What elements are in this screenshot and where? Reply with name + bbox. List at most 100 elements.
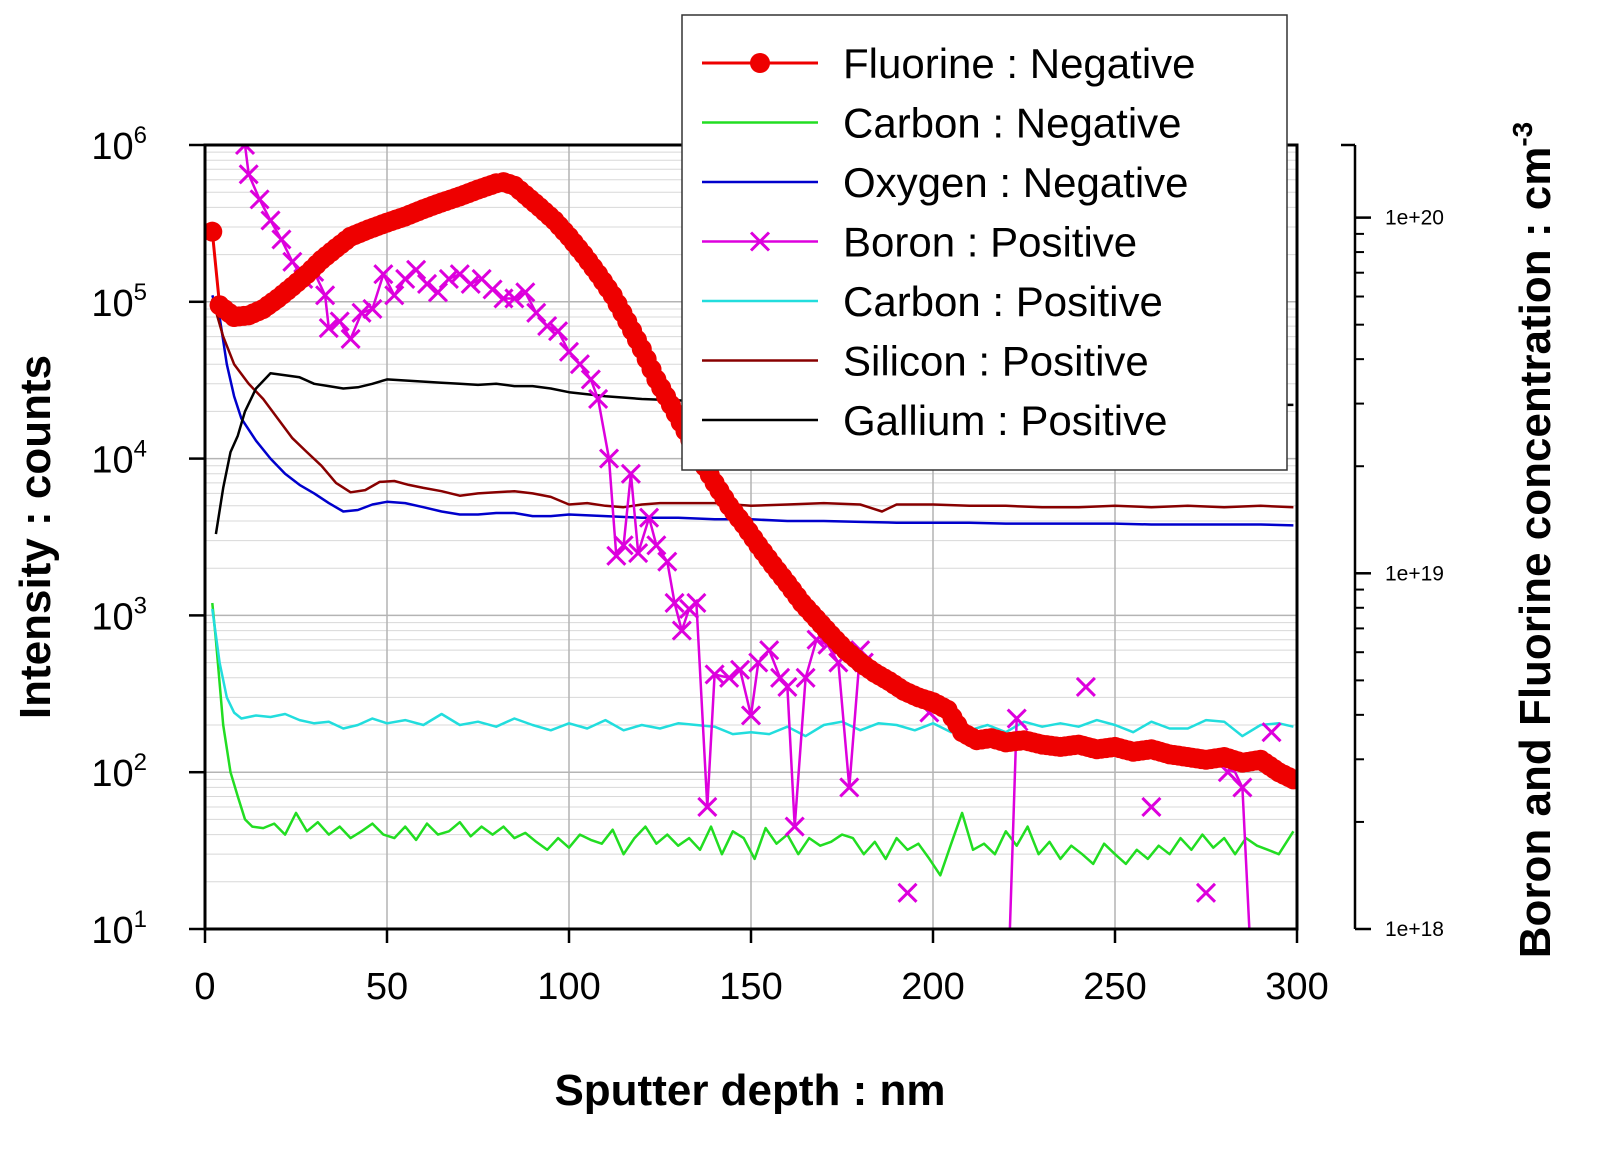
series-point-boron-positive [318,318,339,339]
series-point-boron-positive [795,667,816,688]
series-point-boron-positive [839,777,860,798]
series-point-boron-positive [526,302,547,323]
series-point-boron-positive [427,282,449,303]
series-line-oxygen-negative [211,294,1294,527]
series-point-boron-positive [657,551,678,572]
series-point-fluorine-negative [641,359,662,380]
series-point-boron-positive [646,535,667,556]
series-point-boron-positive [260,210,281,231]
series-point-boron-positive [569,354,590,375]
series-point-fluorine-negative [205,221,223,242]
series-point-boron-positive [1195,882,1217,903]
series-point-boron-positive [515,282,536,303]
y-tick-label: 104 [91,436,147,482]
legend-label-oxygen-negative: Oxygen : Negative [843,159,1189,206]
y-tick-label: 105 [91,279,147,325]
x-tick-label: 250 [1083,966,1146,1008]
series-point-boron-positive [234,145,256,156]
y-tick-base: 10 [91,753,133,795]
y-tick-exponent: 3 [134,592,147,619]
series-point-boron-positive [1232,777,1253,798]
series-point-boron-positive [416,273,438,294]
series-point-boron-positive [719,667,740,688]
series-point-boron-positive [238,164,259,185]
series-point-fluorine-negative [1278,766,1297,787]
series-point-boron-positive [249,189,270,210]
series-point-boron-positive [384,285,405,306]
right-axis: 1e+18 1e+19 1e+20 [1341,143,1444,941]
series-line-carbon-positive [211,608,1294,738]
legend-label-silicon-positive: Silicon : Positive [843,338,1149,385]
series-point-boron-positive [315,285,336,306]
legend-label-boron-positive: Boron : Positive [843,219,1137,266]
series-point-boron-positive [362,298,383,320]
series-point-fluorine-negative [481,174,502,195]
y-tick-exponent: 4 [134,436,147,463]
series-point-boron-positive [686,592,707,614]
y-tick-base: 10 [91,126,133,168]
series-point-fluorine-negative [626,329,647,350]
y-tick-base: 10 [91,910,133,952]
y2-axis-title-sup: -3 [1507,122,1538,147]
legend-label-fluorine-negative: Fluorine : Negative [843,40,1196,87]
x-tick-label: 0 [194,966,215,1008]
series-point-boron-positive [730,659,751,680]
series-point-boron-positive [1141,796,1162,818]
x-tick-label: 100 [537,966,600,1008]
series-point-boron-positive [329,311,350,332]
series-point-boron-positive [340,328,361,349]
legend: Fluorine : Negative Carbon : Negative Oxyg… [681,14,1288,471]
legend-label-carbon-negative: Carbon : Negative [843,100,1182,147]
y2-axis-title-main: Boron and Fluorine concentration : cm [1511,147,1560,959]
series-point-fluorine-negative [714,488,735,509]
y2-tick-label: 1e+18 [1385,918,1444,941]
series-point-boron-positive [664,592,685,614]
series-point-fluorine-negative [597,278,618,299]
series-point-boron-positive [697,796,718,818]
legend-marker-fluorine-negative [750,53,770,73]
y-tick-label: 106 [91,122,147,168]
series-point-boron-positive [759,640,780,661]
y-tick-exponent: 5 [134,279,147,306]
y-tick-base: 10 [91,440,133,482]
series-point-boron-positive [784,816,805,837]
y-tick-base: 10 [91,596,133,638]
y-tick-exponent: 1 [134,906,147,933]
series-point-boron-positive [271,229,292,250]
series-point-boron-positive [1006,708,1027,729]
series-point-boron-positive [897,882,918,903]
y-tick-exponent: 6 [134,122,147,149]
series-point-boron-positive [438,268,459,289]
series-point-boron-positive [598,448,620,469]
series-point-boron-positive [1075,676,1096,697]
series-point-boron-positive [373,264,394,285]
y-tick-label: 103 [91,592,147,638]
series-point-boron-positive [613,535,634,556]
series-point-boron-positive [580,369,601,390]
x-tick-label: 50 [366,966,408,1008]
legend-label-carbon-positive: Carbon : Positive [843,278,1163,325]
series-point-boron-positive [282,251,303,272]
y2-axis-title: Boron and Fluorine concentration : cm-3 [1507,122,1560,959]
x-axis-title: Sputter depth : nm [554,1066,945,1115]
legend-marker-boron-positive [749,231,771,252]
series-point-boron-positive [740,705,762,726]
x-tick-label: 200 [901,966,964,1008]
series-point-boron-positive [537,316,558,337]
series-point-boron-positive [504,288,525,309]
series-point-boron-positive [777,676,798,697]
series-point-boron-positive [548,321,569,342]
series-point-fluorine-negative [612,302,633,323]
series-line-silicon-positive [211,298,1294,513]
y2-tick-label: 1e+19 [1385,562,1444,585]
y-tick-base: 10 [91,283,133,325]
y-tick-label: 101 [91,906,147,952]
y-tick-label: 102 [91,749,147,795]
series-point-boron-positive [620,463,641,484]
series-point-boron-positive [606,545,627,566]
series-line-carbon-negative [211,602,1295,877]
y-axis-title: Intensity : counts [11,355,60,719]
x-tick-label: 150 [719,966,782,1008]
